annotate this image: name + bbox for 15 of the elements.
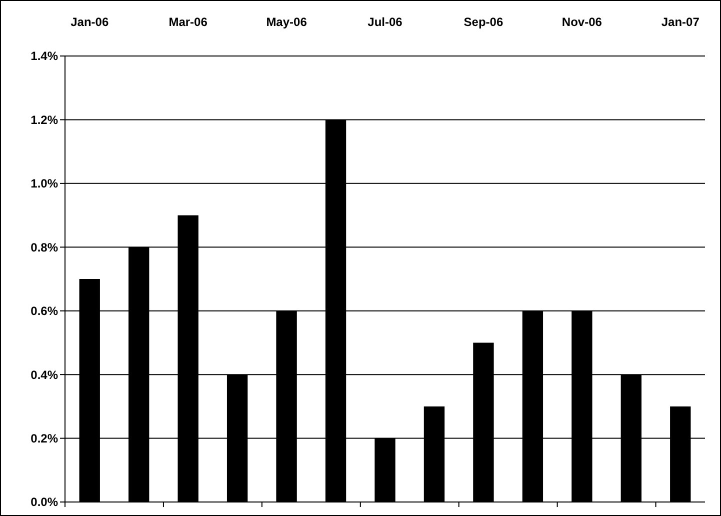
x-tick-label: Jan-06	[70, 15, 109, 29]
y-tick-label: 1.2%	[30, 112, 58, 127]
y-tick-label: 1.0%	[30, 176, 58, 191]
y-tick-label: 0.0%	[30, 495, 58, 510]
y-tick-label: 0.6%	[30, 304, 58, 318]
y-tick-label: 0.8%	[30, 240, 58, 254]
x-tick-label: Jul-06	[368, 15, 403, 29]
x-tick-label: Mar-06	[168, 15, 208, 29]
x-tick-label: Sep-06	[464, 15, 504, 29]
x-tick-label: Nov-06	[562, 15, 602, 29]
x-tick-label: May-06	[266, 15, 308, 29]
y-tick-label: 1.4%	[30, 49, 58, 64]
x-tick-label: Jan-07	[661, 15, 700, 29]
y-tick-label: 0.4%	[30, 368, 58, 382]
y-tick-label: 0.2%	[30, 431, 58, 446]
